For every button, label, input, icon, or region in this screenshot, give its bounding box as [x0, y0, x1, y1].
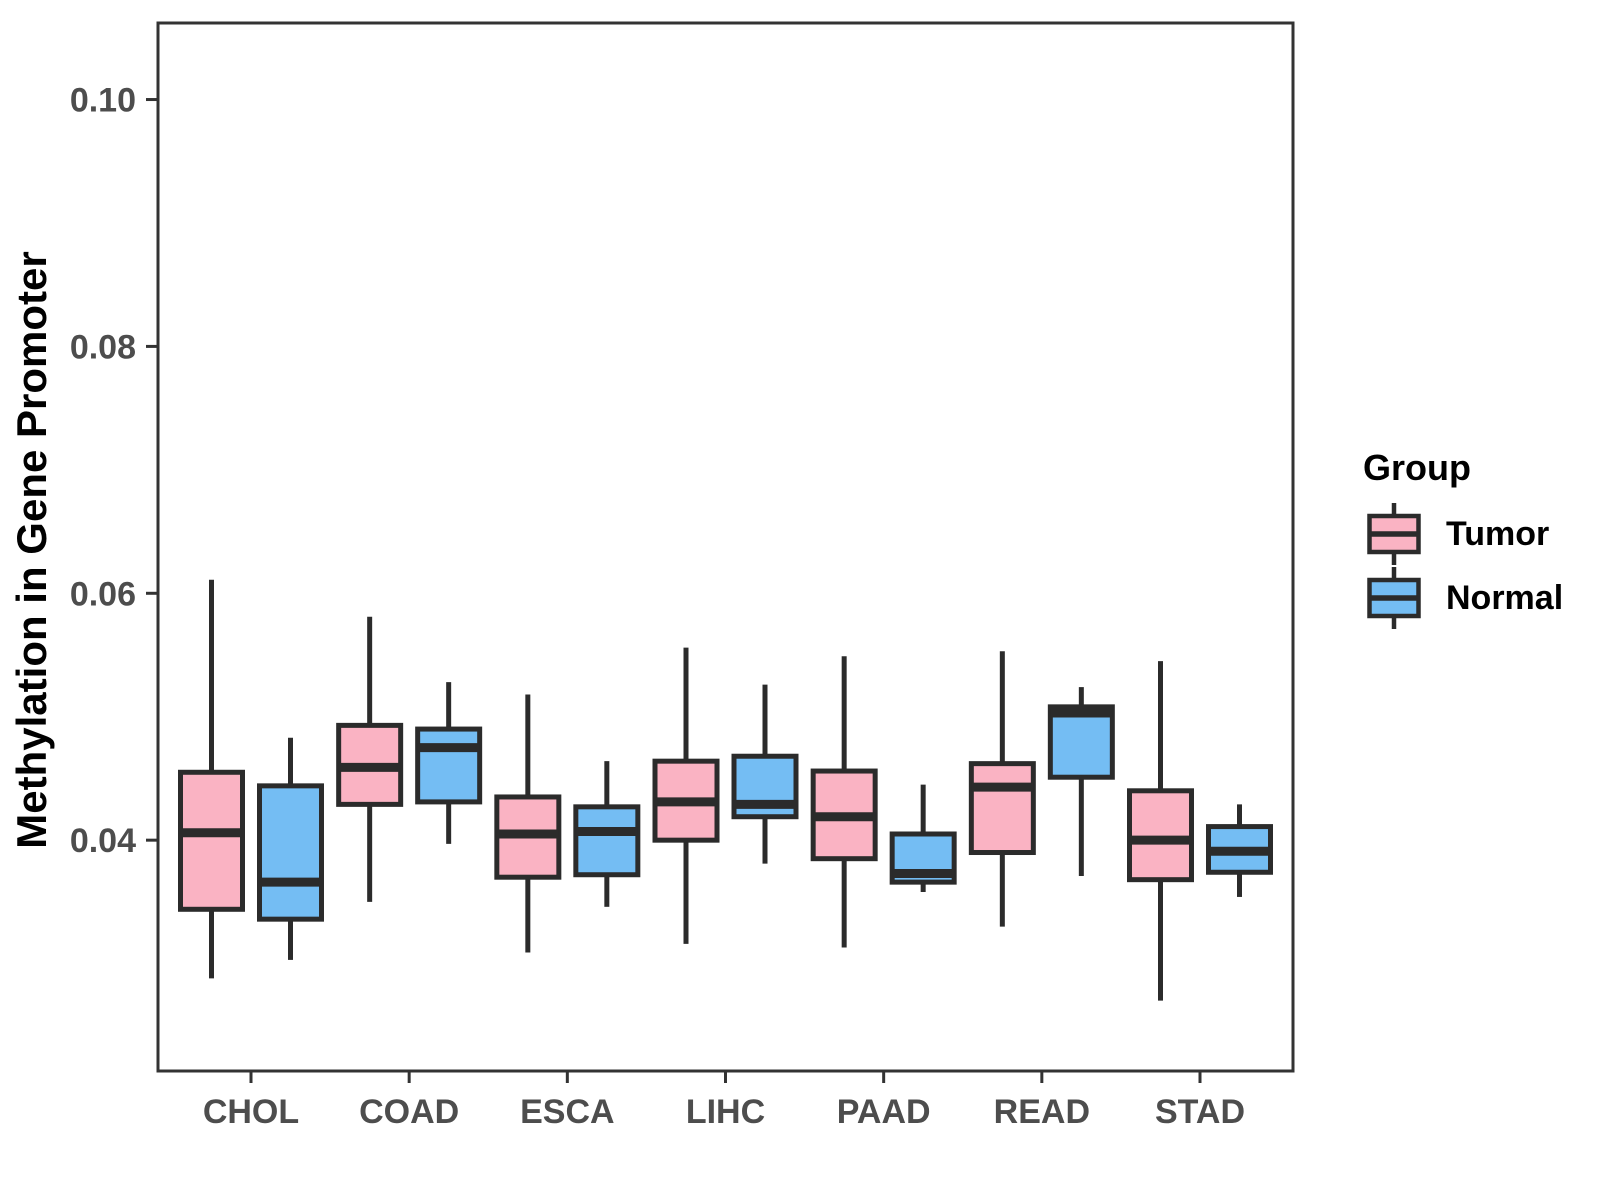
legend-item-tumor: Tumor	[1340, 502, 1600, 566]
box-normal-paad	[889, 784, 957, 893]
iqr-box	[573, 804, 641, 878]
iqr-box	[1047, 704, 1115, 780]
box-normal-coad	[415, 682, 483, 844]
y-axis-title: Methylation in Gene Promoter	[8, 251, 55, 848]
y-tick-label: 0.04	[70, 822, 136, 860]
legend-item-label: Normal	[1446, 579, 1564, 617]
box-tumor-paad	[810, 656, 878, 948]
box-normal-chol	[257, 737, 324, 960]
x-tick-label-paad: PAAD	[837, 1093, 931, 1131]
y-tick-label: 0.06	[70, 575, 136, 613]
y-tick-label: 0.08	[70, 328, 136, 366]
tumor-boxplot-key-icon	[1367, 503, 1421, 565]
x-tick-label-coad: COAD	[359, 1093, 459, 1131]
x-tick-label-read: READ	[994, 1093, 1090, 1131]
normal-boxplot-key-icon	[1367, 567, 1421, 629]
x-tick-label-chol: CHOL	[203, 1093, 299, 1131]
x-tick-label-lihc: LIHC	[686, 1093, 765, 1131]
iqr-box	[257, 783, 324, 922]
legend-title: Group	[1363, 447, 1471, 488]
box-tumor-read	[968, 651, 1036, 927]
x-tick-label-stad: STAD	[1155, 1093, 1245, 1131]
legend-item-label: Tumor	[1446, 515, 1550, 553]
box-tumor-lihc	[652, 647, 720, 944]
panel-border	[156, 21, 1295, 1073]
box-tumor-chol	[178, 579, 245, 979]
box-tumor-stad	[1127, 661, 1194, 1001]
iqr-box	[178, 769, 245, 912]
legend-item-normal: Normal	[1340, 566, 1600, 630]
box-normal-read	[1047, 687, 1115, 876]
iqr-box	[415, 726, 483, 805]
iqr-box	[968, 761, 1036, 856]
box-tumor-esca	[494, 694, 562, 953]
legend: Group Tumor Normal	[1340, 450, 1600, 630]
box-normal-esca	[573, 761, 641, 907]
iqr-box	[1127, 788, 1194, 883]
x-tick-label-esca: ESCA	[520, 1093, 614, 1131]
box-normal-lihc	[731, 684, 799, 864]
box-tumor-coad	[336, 616, 404, 902]
y-tick-label: 0.10	[70, 82, 136, 120]
box-normal-stad	[1206, 804, 1273, 897]
